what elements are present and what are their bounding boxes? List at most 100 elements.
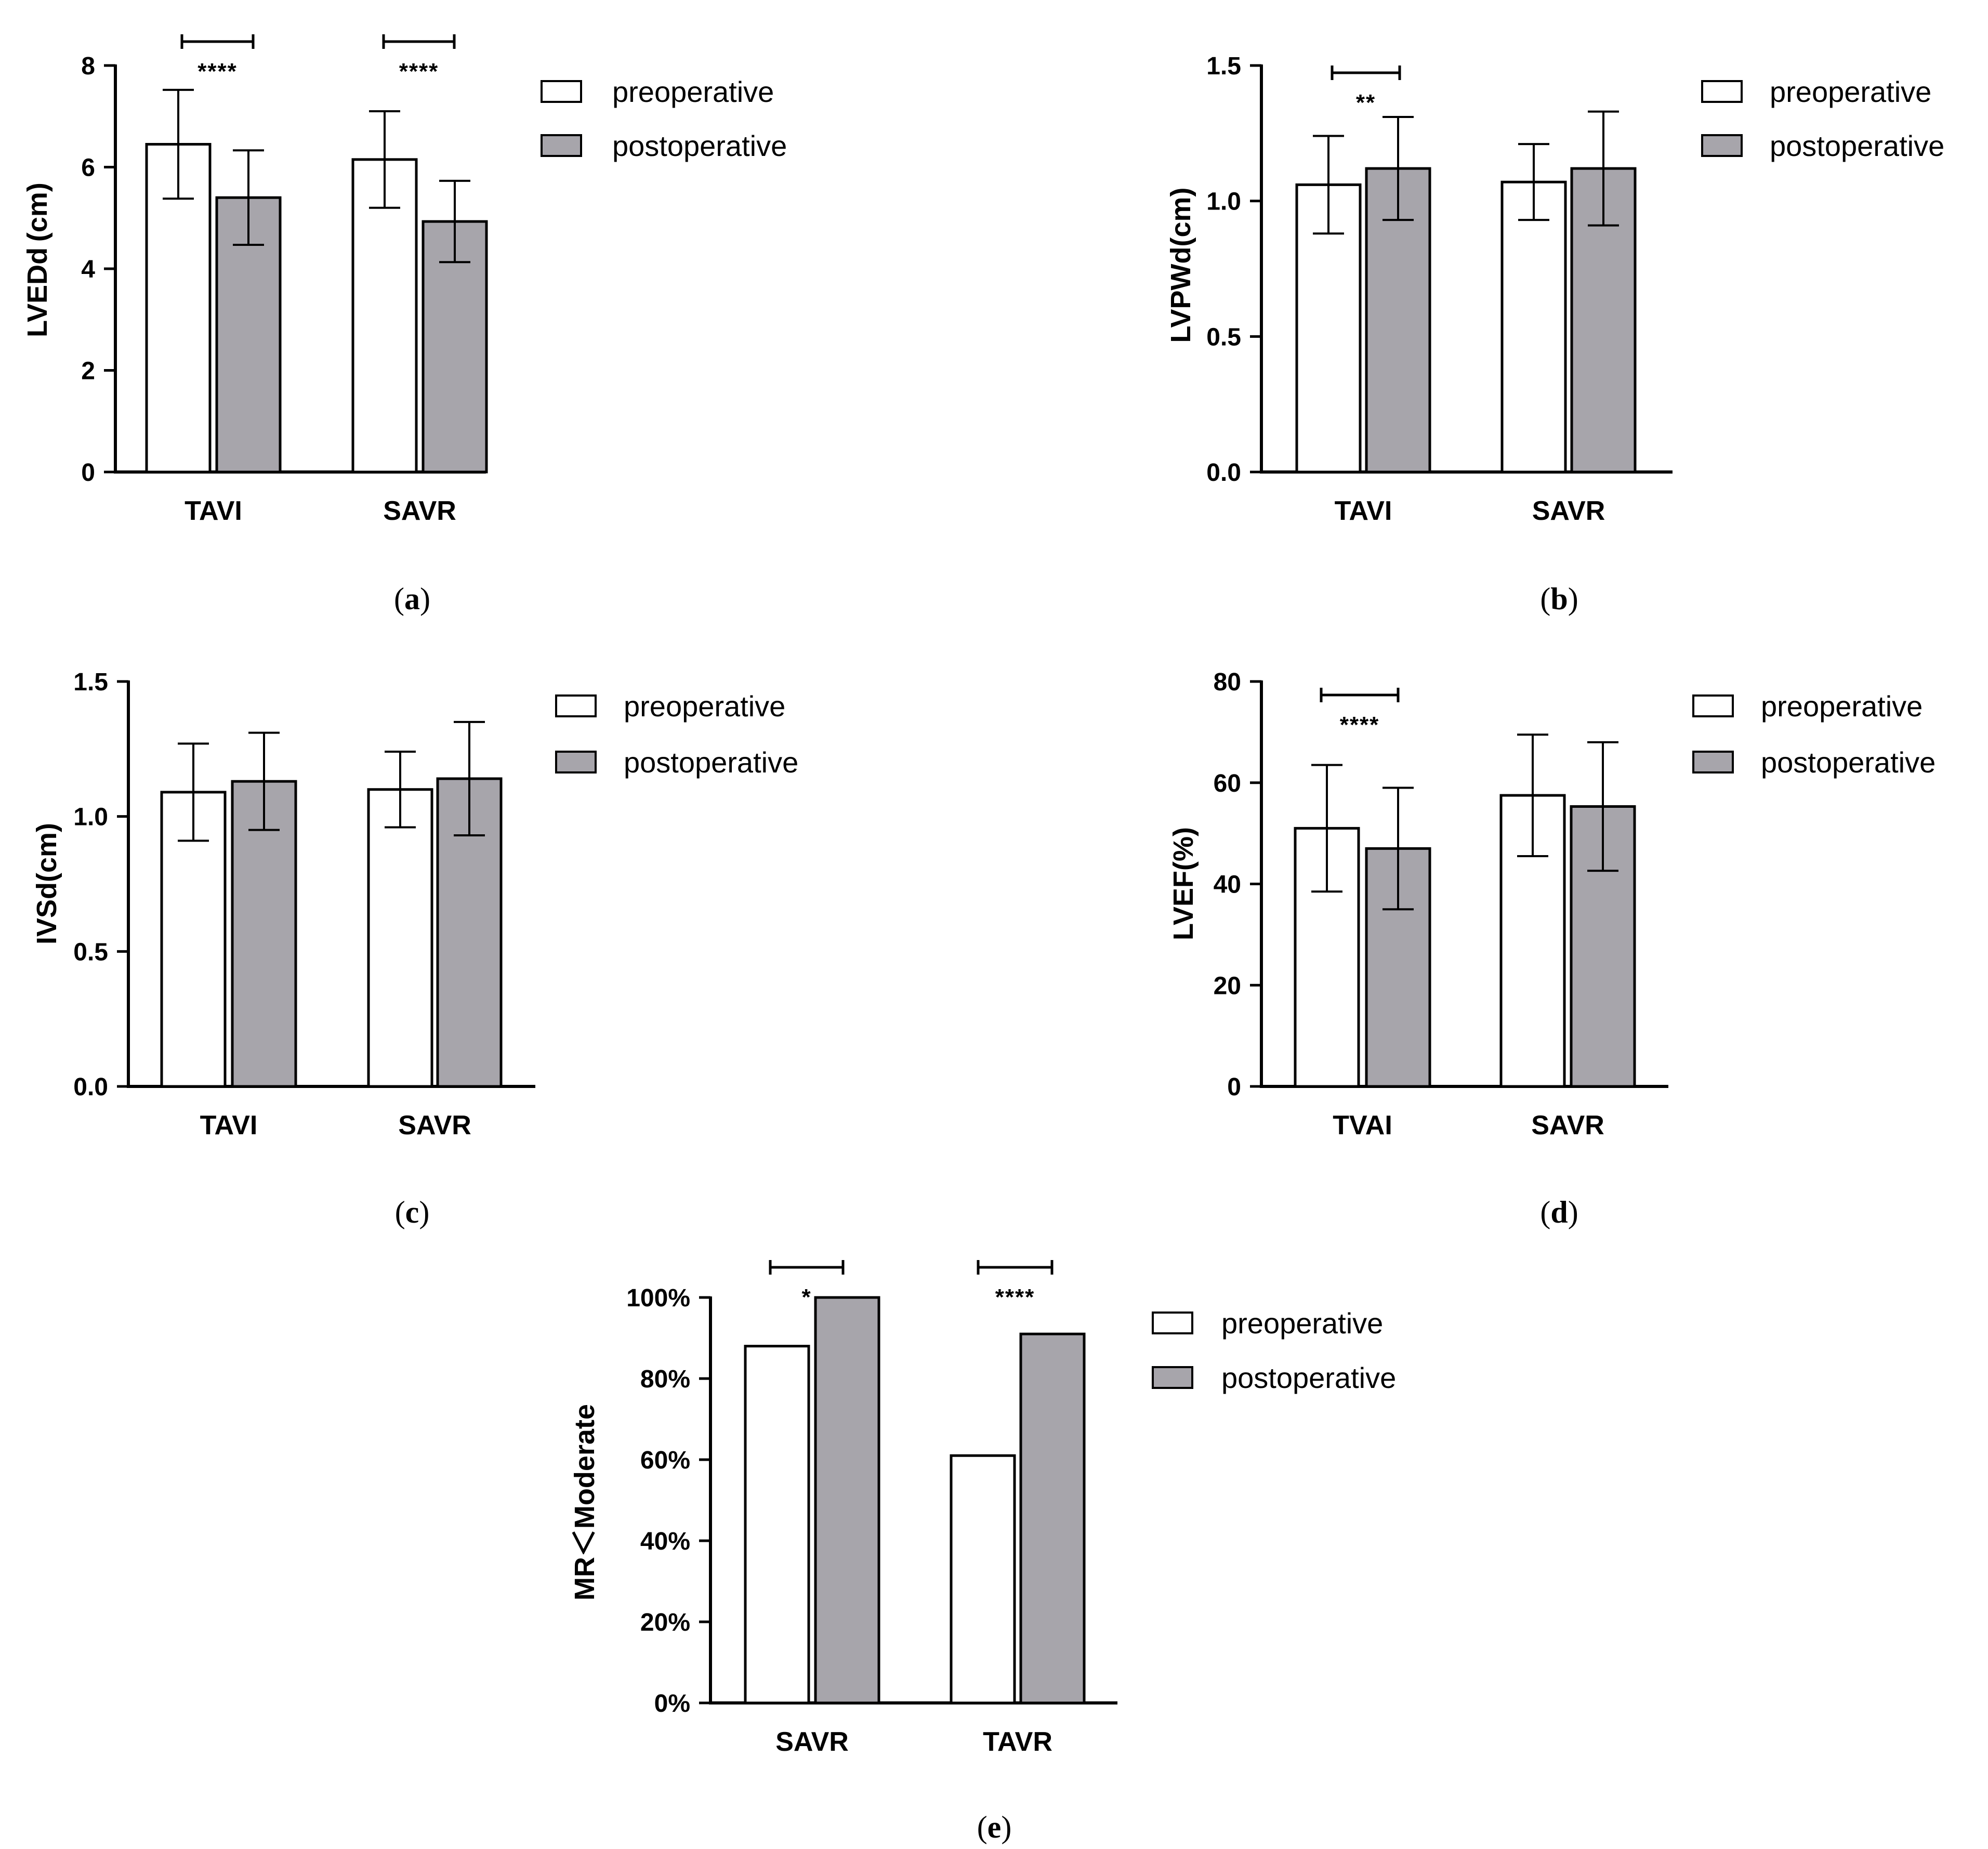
legend-swatch-postoperative bbox=[1692, 751, 1734, 773]
panel-caption-open: ( bbox=[977, 1810, 988, 1844]
bar-postoperative-savr bbox=[814, 1296, 880, 1704]
legend: preoperative postoperative bbox=[555, 690, 798, 779]
legend: preoperative postoperative bbox=[1152, 1307, 1396, 1394]
y-tick-label: 80% bbox=[640, 1366, 690, 1393]
panel-caption-open: ( bbox=[1540, 1195, 1550, 1229]
panel-caption-open: ( bbox=[1540, 582, 1550, 616]
x-category-label: TAVI bbox=[1335, 496, 1392, 526]
y-tick-label: 0 bbox=[81, 459, 95, 487]
x-category-label: TAVI bbox=[200, 1110, 258, 1140]
legend-swatch-preoperative bbox=[555, 694, 597, 717]
x-category-label: SAVR bbox=[398, 1110, 471, 1140]
y-tick-label: 60 bbox=[1214, 770, 1241, 797]
legend-swatch-postoperative bbox=[541, 134, 582, 157]
x-category-label: TVAI bbox=[1333, 1110, 1392, 1140]
legend-label-postoperative: postoperative bbox=[1761, 746, 1936, 779]
panel-caption-close: ) bbox=[1568, 1195, 1578, 1229]
y-tick-label: 20% bbox=[640, 1609, 690, 1636]
y-tick-label: 8 bbox=[81, 53, 95, 80]
chart-a: 0 2 4 6 8 LVEDd (cm) TAVI SAVR **** **** preoperat… bbox=[22, 34, 787, 616]
significance-label: **** bbox=[995, 1284, 1035, 1310]
x-category-label: SAVR bbox=[775, 1727, 849, 1757]
y-tick-label: 40 bbox=[1214, 871, 1241, 899]
y-tick-label: 2 bbox=[81, 358, 95, 385]
legend-swatch-preoperative bbox=[1152, 1312, 1193, 1334]
legend-swatch-preoperative bbox=[1692, 694, 1734, 717]
y-tick-label: 100% bbox=[626, 1284, 690, 1312]
bar-preoperative-savr bbox=[351, 158, 418, 474]
y-tick-label: 6 bbox=[81, 154, 95, 182]
bar-postoperative-savr bbox=[422, 220, 488, 474]
chart-c: 0.0 0.5 1.0 1.5 IVSd(cm) TAVI SAVR preoperative… bbox=[31, 668, 798, 1229]
x-category-label: TAVR bbox=[983, 1727, 1052, 1757]
x-category-label: TAVI bbox=[185, 496, 242, 526]
y-axis-title: IVSd(cm) bbox=[31, 823, 62, 945]
panel-caption-letter: d bbox=[1550, 1195, 1568, 1229]
legend: preoperative postoperative bbox=[541, 75, 787, 162]
legend: preoperative postoperative bbox=[1692, 690, 1936, 779]
y-tick-label: 0.5 bbox=[73, 938, 108, 966]
y-tick-label: 80 bbox=[1214, 668, 1241, 696]
y-tick-label: 0.0 bbox=[73, 1073, 108, 1101]
y-tick-label: 20 bbox=[1214, 972, 1241, 1000]
panel-caption-close: ) bbox=[420, 582, 430, 616]
legend-swatch-preoperative bbox=[1701, 80, 1743, 103]
y-axis-title: MR＜Moderate bbox=[569, 1404, 600, 1601]
panel-caption: (b) bbox=[1540, 582, 1578, 616]
panel-caption-open: ( bbox=[395, 1195, 405, 1229]
legend-swatch-postoperative bbox=[555, 751, 597, 773]
panel-caption: (a) bbox=[394, 582, 430, 616]
panel-caption: (d) bbox=[1540, 1195, 1578, 1229]
significance-label: **** bbox=[198, 59, 238, 84]
legend-label-preoperative: preoperative bbox=[1770, 75, 1931, 108]
significance-label: **** bbox=[1340, 712, 1380, 738]
y-tick-label: 1.0 bbox=[1206, 188, 1241, 216]
y-tick-label: 0% bbox=[654, 1690, 690, 1717]
panel-caption-letter: a bbox=[404, 582, 420, 616]
legend-label-postoperative: postoperative bbox=[612, 129, 787, 162]
chart-d: 0 20 40 60 80 LVEF(%) TVAI SAVR **** preoperative… bbox=[1168, 668, 1936, 1229]
bar-postoperative-tavr bbox=[1019, 1332, 1086, 1704]
x-category-label: SAVR bbox=[1531, 1110, 1604, 1140]
significance-label: **** bbox=[399, 59, 439, 84]
y-axis-title: LVEDd (cm) bbox=[22, 182, 53, 337]
panel-caption-letter: c bbox=[405, 1195, 419, 1229]
panel-caption: (c) bbox=[395, 1195, 430, 1229]
legend-label-postoperative: postoperative bbox=[624, 746, 798, 779]
panel-caption-letter: e bbox=[988, 1810, 1002, 1844]
bar-preoperative-savr bbox=[1500, 180, 1567, 474]
x-category-label: SAVR bbox=[383, 496, 456, 526]
y-axis-title: LVPWd(cm) bbox=[1165, 188, 1196, 343]
legend-label-postoperative: postoperative bbox=[1221, 1361, 1396, 1394]
legend-label-preoperative: preoperative bbox=[624, 690, 785, 723]
y-tick-label: 1.5 bbox=[73, 668, 108, 696]
legend-swatch-postoperative bbox=[1701, 134, 1743, 157]
panel-caption-letter: b bbox=[1550, 582, 1568, 616]
y-tick-label: 40% bbox=[640, 1528, 690, 1555]
panel-caption-close: ) bbox=[1001, 1810, 1011, 1844]
legend-label-preoperative: preoperative bbox=[1761, 690, 1923, 723]
y-axis-title: LVEF(%) bbox=[1168, 827, 1199, 940]
significance-label: * bbox=[801, 1284, 811, 1310]
panel-caption: (e) bbox=[977, 1810, 1012, 1844]
legend: preoperative postoperative bbox=[1701, 75, 1944, 162]
y-tick-label: 0.0 bbox=[1206, 459, 1241, 487]
y-tick-label: 1.5 bbox=[1206, 53, 1241, 80]
y-tick-label: 0.5 bbox=[1206, 323, 1241, 351]
bar-preoperative-savr bbox=[367, 788, 433, 1088]
bar-preoperative-tavr bbox=[950, 1454, 1016, 1704]
legend-label-postoperative: postoperative bbox=[1770, 129, 1944, 162]
significance-label: ** bbox=[1356, 90, 1376, 115]
chart-b: 0.0 0.5 1.0 1.5 LVPWd(cm) TAVI SAVR ** preoperat… bbox=[1165, 53, 1944, 616]
y-tick-label: 1.0 bbox=[73, 804, 108, 831]
y-tick-label: 0 bbox=[1227, 1073, 1241, 1101]
panel-caption-open: ( bbox=[394, 582, 404, 616]
panel-caption-close: ) bbox=[1568, 582, 1578, 616]
legend-swatch-postoperative bbox=[1152, 1366, 1193, 1389]
bar-preoperative-savr bbox=[744, 1345, 810, 1704]
x-category-label: SAVR bbox=[1532, 496, 1605, 526]
legend-label-preoperative: preoperative bbox=[1221, 1307, 1383, 1340]
legend-label-preoperative: preoperative bbox=[612, 75, 774, 108]
